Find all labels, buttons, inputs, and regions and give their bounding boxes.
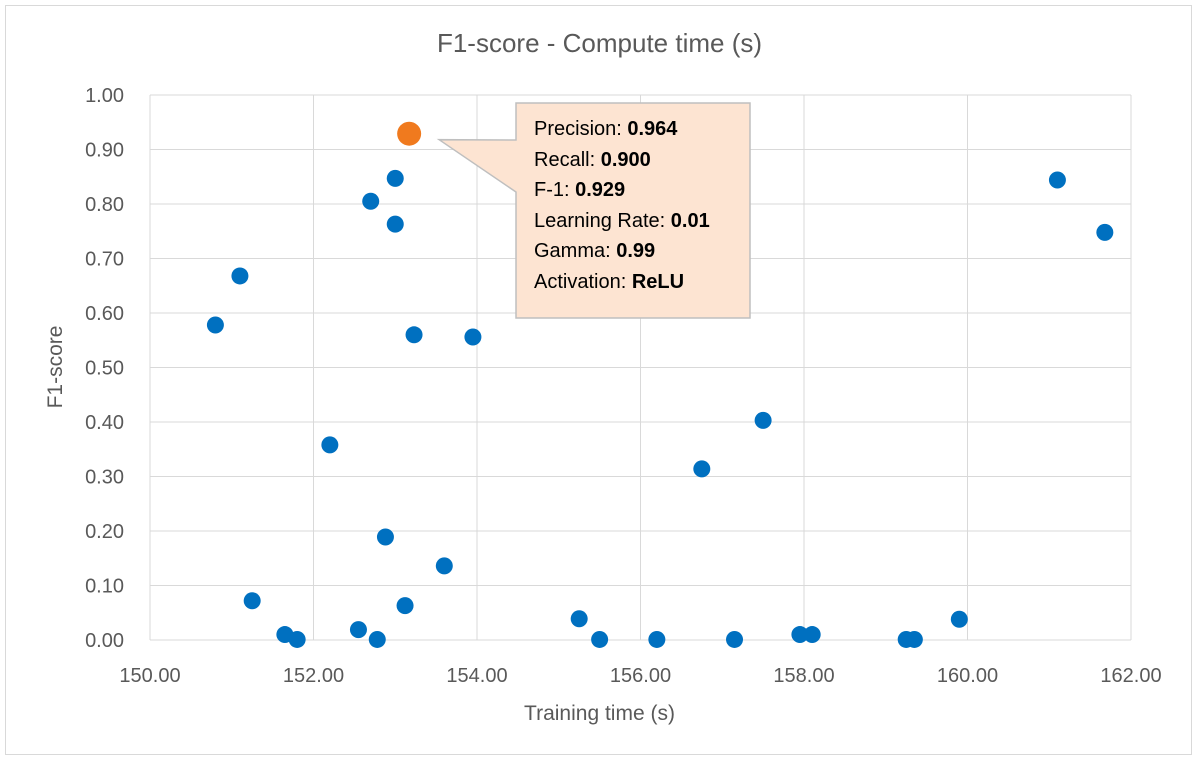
data-point xyxy=(803,626,821,644)
data-point xyxy=(1096,223,1114,241)
y-tick-label: 0.80 xyxy=(85,194,124,216)
data-point xyxy=(405,326,423,344)
x-tick-label: 154.00 xyxy=(446,665,507,687)
y-tick-label: 0.70 xyxy=(85,249,124,271)
y-tick-label: 0.10 xyxy=(85,576,124,598)
y-tick-label: 0.20 xyxy=(85,521,124,543)
x-tick-label: 156.00 xyxy=(610,665,671,687)
data-points xyxy=(206,121,1114,648)
data-point xyxy=(693,460,711,478)
callout-line-f1: F-1: 0.929 xyxy=(534,179,626,201)
x-tick-label: 158.00 xyxy=(773,665,834,687)
highlighted-data-point xyxy=(397,121,422,146)
callout-line-recall: Recall: 0.900 xyxy=(534,148,651,171)
x-tick-label: 150.00 xyxy=(119,665,180,687)
data-point xyxy=(396,597,414,615)
y-tick-label: 0.60 xyxy=(85,303,124,325)
callout-line-learning-rate: Learning Rate: 0.01 xyxy=(534,209,710,232)
data-point xyxy=(349,621,367,639)
callout-text: Precision: 0.964 Recall: 0.900 F-1: 0.92… xyxy=(534,114,710,297)
data-point xyxy=(386,169,404,187)
x-tick-label: 160.00 xyxy=(937,665,998,687)
x-tick-label: 152.00 xyxy=(283,665,344,687)
callout-line-precision: Precision: 0.964 xyxy=(534,118,678,140)
data-point xyxy=(386,215,404,233)
data-point xyxy=(231,267,249,285)
data-point xyxy=(206,316,224,334)
y-tick-label: 0.50 xyxy=(85,358,124,380)
data-point xyxy=(464,328,482,346)
data-point xyxy=(726,630,744,648)
y-tick-label: 1.00 xyxy=(85,85,124,107)
callout-shape xyxy=(436,102,751,319)
callout-line-gamma: Gamma: 0.99 xyxy=(534,240,656,262)
tick-labels: 0.00 0.10 0.20 0.30 0.40 0.50 0.60 0.70 0.80 0.90… xyxy=(85,85,1162,687)
data-point xyxy=(321,436,339,454)
data-point xyxy=(435,557,453,575)
data-point xyxy=(754,411,772,429)
data-point xyxy=(376,528,394,546)
data-point xyxy=(905,630,923,648)
y-tick-label: 0.00 xyxy=(85,630,124,652)
data-point xyxy=(368,630,386,648)
x-axis-label: Training time (s) xyxy=(524,702,675,725)
x-tick-label: 162.00 xyxy=(1100,665,1161,687)
data-point xyxy=(570,610,588,628)
callout-line-activation: Activation: ReLU xyxy=(534,270,685,293)
callout-box xyxy=(436,102,751,319)
data-point xyxy=(1048,171,1066,189)
y-tick-label: 0.40 xyxy=(85,412,124,434)
chart-title: F1-score - Compute time (s) xyxy=(436,28,763,58)
data-point xyxy=(950,610,968,628)
data-point xyxy=(288,630,306,648)
data-point xyxy=(362,192,380,210)
data-point xyxy=(791,626,809,644)
y-tick-label: 0.30 xyxy=(85,467,124,489)
data-point xyxy=(648,630,666,648)
data-point xyxy=(591,630,609,648)
y-tick-label: 0.90 xyxy=(85,140,124,162)
data-point xyxy=(243,592,261,610)
